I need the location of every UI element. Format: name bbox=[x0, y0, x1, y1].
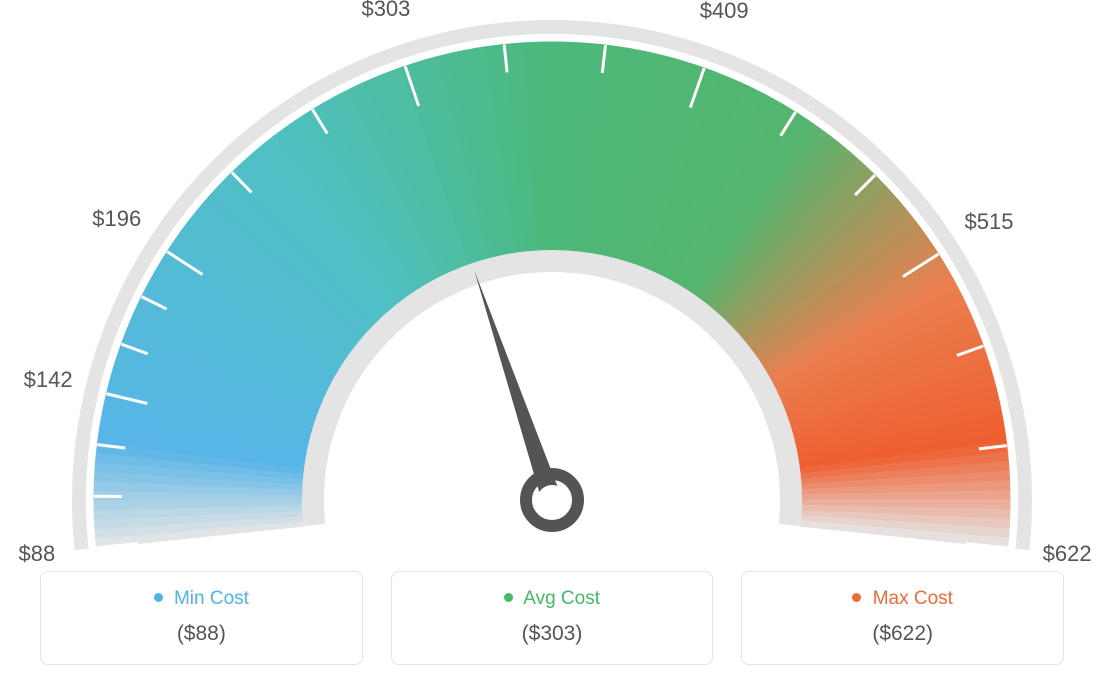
legend-value-min: ($88) bbox=[51, 622, 352, 646]
legend-card-max: Max Cost ($622) bbox=[741, 571, 1064, 665]
tick-label: $196 bbox=[92, 206, 141, 232]
tick-label: $303 bbox=[361, 0, 410, 22]
tick-label: $88 bbox=[18, 541, 55, 567]
dot-icon bbox=[154, 593, 163, 602]
legend-title-avg: Avg Cost bbox=[402, 588, 703, 610]
legend-title-text: Avg Cost bbox=[523, 588, 600, 609]
legend-title-text: Max Cost bbox=[873, 588, 953, 609]
tick-label: $515 bbox=[965, 209, 1014, 235]
legend-title-text: Min Cost bbox=[174, 588, 249, 609]
legend-title-min: Min Cost bbox=[51, 588, 352, 610]
legend-card-avg: Avg Cost ($303) bbox=[391, 571, 714, 665]
legend-value-max: ($622) bbox=[752, 622, 1053, 646]
legend-title-max: Max Cost bbox=[752, 588, 1053, 610]
gauge-area: $88$142$196$303$409$515$622 bbox=[0, 0, 1104, 560]
dot-icon bbox=[852, 593, 861, 602]
legend-value-avg: ($303) bbox=[402, 622, 703, 646]
tick-label: $622 bbox=[1043, 541, 1092, 567]
tick-label: $409 bbox=[700, 0, 749, 24]
legend-row: Min Cost ($88) Avg Cost ($303) Max Cost … bbox=[40, 571, 1064, 665]
dot-icon bbox=[504, 593, 513, 602]
gauge-svg bbox=[0, 0, 1104, 560]
cost-gauge-chart: $88 $142 $196 $303 $409 $515 $622 Min Cost ($8… bbox=[0, 0, 1104, 690]
legend-card-min: Min Cost ($88) bbox=[40, 571, 363, 665]
tick-label: $142 bbox=[24, 367, 73, 393]
